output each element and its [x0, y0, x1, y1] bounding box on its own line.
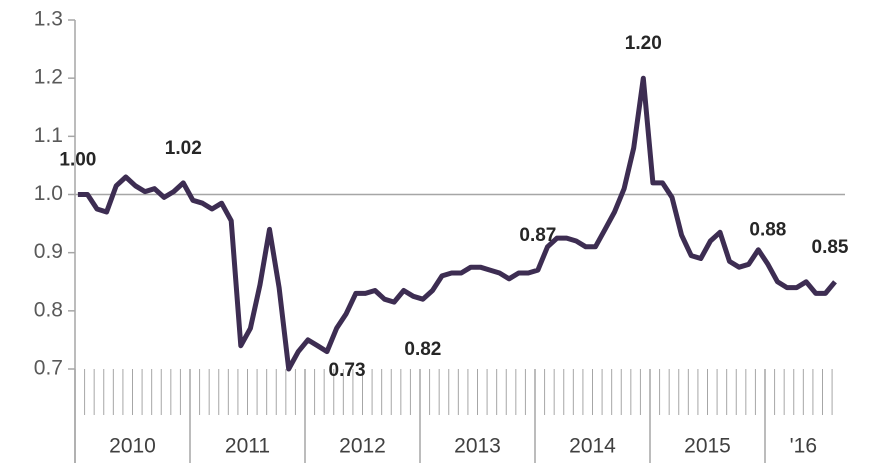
x-tick-label: 2011: [225, 435, 270, 458]
y-tick-label: 1.3: [34, 8, 63, 31]
x-tick-label: 2015: [684, 435, 731, 458]
value-label: 0.85: [812, 237, 849, 258]
value-label: 1.02: [165, 138, 202, 159]
data-line: [77, 75, 837, 372]
x-tick-label: 2014: [569, 435, 616, 458]
y-tick-label: 1.2: [34, 66, 63, 89]
y-tick-label: 1.0: [34, 182, 63, 205]
y-tick-label: 0.8: [34, 298, 63, 321]
y-tick-label: 0.7: [34, 357, 63, 380]
y-tick-label: 1.1: [34, 124, 63, 147]
value-label: 0.87: [519, 225, 556, 246]
value-label: 1.00: [59, 150, 96, 171]
x-tick-label: 2012: [339, 435, 386, 458]
value-label: 0.73: [329, 360, 366, 381]
y-tick-label: 0.9: [34, 240, 63, 263]
value-label: 1.20: [625, 33, 662, 54]
x-tick-label: 2013: [454, 435, 501, 458]
value-label: 0.82: [404, 339, 441, 360]
x-tick-label: 2010: [109, 435, 156, 458]
value-label: 0.88: [749, 219, 786, 240]
x-tick-label: '16: [790, 435, 817, 458]
